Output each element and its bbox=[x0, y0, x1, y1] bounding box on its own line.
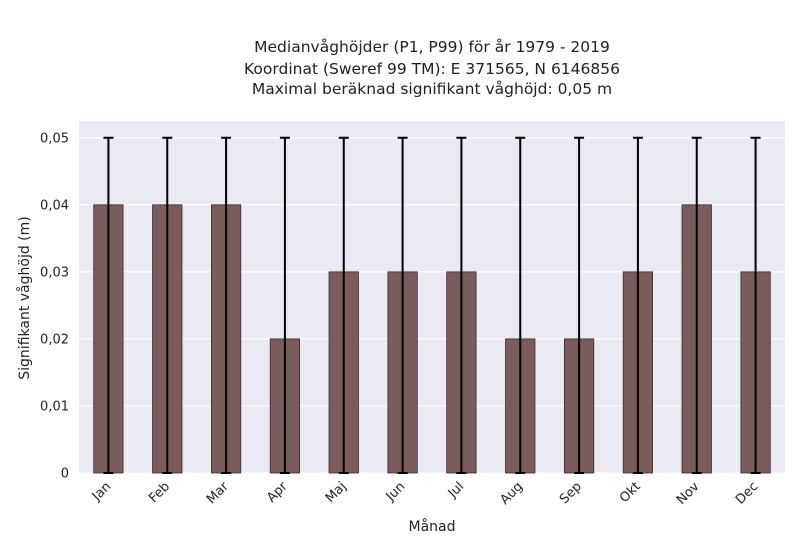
x-tick-label-dec: Dec bbox=[733, 479, 761, 507]
chart-title: Medianvåghöjder (P1, P99) för år 1979 - … bbox=[244, 38, 620, 98]
x-tick-label-nov: Nov bbox=[674, 479, 703, 508]
title-line-3: Maximal beräknad signifikant våghöjd: 0,… bbox=[252, 80, 612, 98]
y-tick-label: 0,03 bbox=[40, 265, 69, 280]
x-axis-ticks: Jan Feb Mar Apr Maj Jun Jul Aug Sep Okt Nov Dec bbox=[89, 479, 762, 508]
title-line-2: Koordinat (Sweref 99 TM): E 371565, N 61… bbox=[244, 60, 620, 78]
error-bars bbox=[103, 136, 761, 474]
x-tick-label-maj: Maj bbox=[323, 479, 350, 506]
y-tick-label: 0 bbox=[61, 467, 69, 482]
x-tick-label-feb: Feb bbox=[146, 479, 173, 506]
x-tick-label-aug: Aug bbox=[498, 479, 527, 508]
y-tick-label: 0,04 bbox=[40, 198, 69, 213]
x-tick-label-jun: Jun bbox=[383, 479, 409, 505]
y-tick-label: 0,01 bbox=[40, 399, 69, 414]
y-tick-label: 0,02 bbox=[40, 332, 69, 347]
title-line-1: Medianvåghöjder (P1, P99) för år 1979 - … bbox=[254, 38, 610, 56]
y-axis-label: Signifikant våghöjd (m) bbox=[16, 216, 33, 379]
x-tick-label-sep: Sep bbox=[557, 479, 585, 507]
y-tick-label: 0,05 bbox=[40, 131, 69, 146]
grid-lines bbox=[79, 137, 785, 474]
x-tick-label-jan: Jan bbox=[89, 479, 114, 504]
y-axis-ticks: 0 0,01 0,02 0,03 0,04 0,05 bbox=[40, 131, 69, 481]
x-tick-label-apr: Apr bbox=[264, 479, 291, 506]
x-tick-label-mar: Mar bbox=[204, 479, 232, 507]
x-tick-label-jul: Jul bbox=[445, 479, 467, 501]
x-axis-label: Månad bbox=[409, 518, 456, 535]
plot-area bbox=[79, 121, 785, 473]
x-tick-label-okt: Okt bbox=[617, 479, 644, 506]
